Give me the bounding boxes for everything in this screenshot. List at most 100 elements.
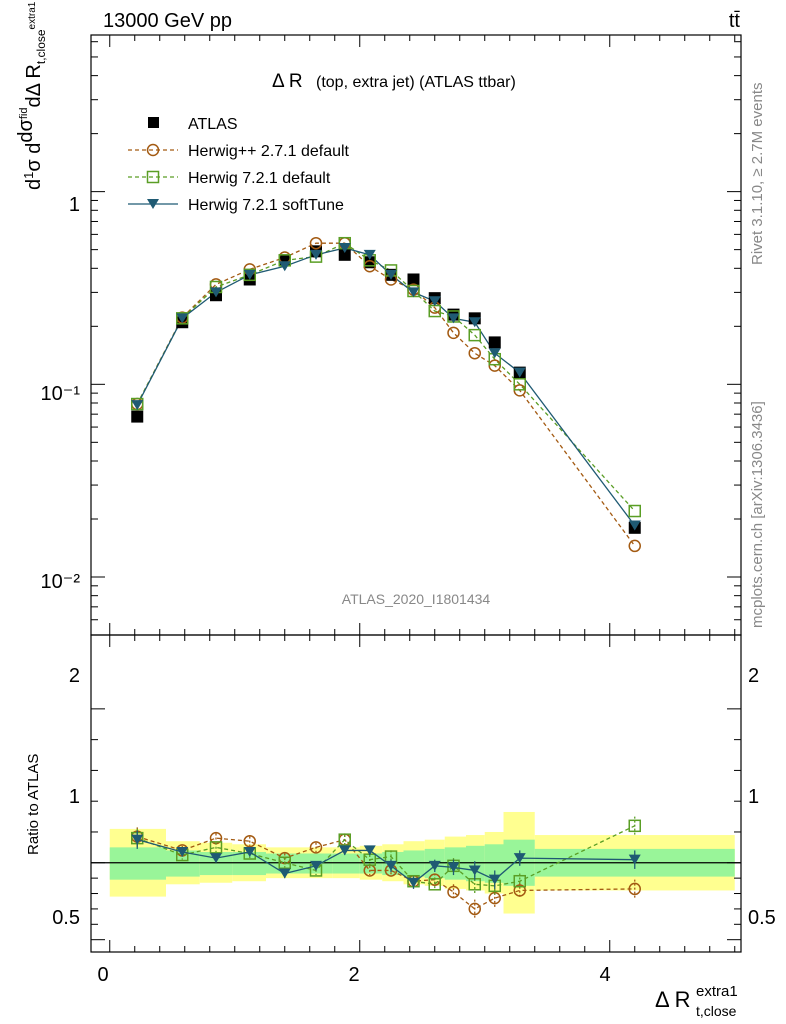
x-axis-label: Δ R extra1 t,close	[655, 983, 738, 1019]
ratio-point	[309, 841, 323, 854]
ratio-point	[488, 874, 501, 885]
ratio-point	[628, 882, 641, 896]
legend-marker	[146, 170, 160, 184]
data-point-mc	[338, 242, 351, 253]
ratio-line-2	[137, 825, 636, 887]
x-tick-label: 0	[97, 964, 108, 986]
data-point-mc	[363, 249, 376, 260]
ratio-point	[278, 856, 291, 869]
ratio-tick-label: 0.5	[52, 907, 80, 929]
data-point-mc	[278, 261, 291, 272]
ratio-point	[243, 834, 256, 848]
legend-marker	[146, 143, 160, 157]
uncertainty-band-inner	[403, 850, 425, 877]
data-point-mc	[243, 268, 256, 282]
y-tick-label: 10⁻²	[41, 571, 81, 593]
legend-marker	[148, 117, 159, 128]
data-point-mc	[243, 269, 256, 280]
process-label: tt̄	[729, 10, 741, 32]
ratio-point	[338, 845, 351, 856]
rivet-version-label: Rivet 3.1.10, ≥ 2.7M events	[749, 83, 766, 266]
svg-text:Δ R: Δ R	[272, 71, 303, 92]
ratio-point	[513, 874, 526, 888]
ratio-point	[428, 878, 441, 891]
ratio-point	[131, 834, 144, 845]
chart-title: Δ R (top, extra jet) (ATLAS ttbar)	[272, 71, 516, 92]
ratio-point	[468, 902, 481, 916]
legend-label: Herwig 7.2.1 softTune	[188, 197, 344, 214]
ratio-tick-label-right: 1	[748, 786, 759, 808]
data-point-mc	[628, 504, 641, 518]
legend-label: ATLAS	[188, 116, 238, 133]
legend: ATLAS Herwig++ 2.7.1 default Herwig 7.2.…	[128, 116, 350, 214]
svg-text:d1σ ddσfiddΔ Rt,closeextra1: d1σ ddσfiddΔ Rt,closeextra1	[15, 1, 48, 190]
ratio-point	[209, 841, 223, 854]
energy-label: 13000 GeV pp	[103, 10, 232, 32]
ratio-point	[278, 868, 291, 879]
svg-text:t,close: t,close	[696, 1003, 737, 1019]
ratio-tick-label: 1	[69, 786, 80, 808]
data-point-mc	[488, 348, 501, 359]
data-point-mc	[468, 346, 481, 360]
data-point-mc	[447, 313, 460, 324]
ratio-point	[513, 884, 526, 897]
data-point-mc	[428, 296, 441, 307]
ratio-point	[210, 853, 222, 864]
x-tick-label: 2	[348, 964, 359, 986]
data-point-mc	[385, 269, 397, 280]
mcplots-label: mcplots.cern.ch [arXiv:1306.3436]	[749, 401, 766, 628]
ratio-point	[338, 833, 351, 846]
data-point-mc	[176, 313, 189, 324]
data-point-mc	[513, 378, 526, 391]
legend-entry-herwigpp: Herwig++ 2.7.1 default	[128, 143, 350, 160]
ratio-point	[428, 860, 441, 871]
data-point-mc	[628, 539, 641, 553]
legend-label: Herwig 7.2.1 default	[188, 170, 331, 187]
data-point-mc	[176, 312, 189, 325]
ratio-tick-label-right: 0.5	[748, 907, 776, 929]
ratio-tick-label-right: 2	[748, 665, 759, 687]
y-tick-label: 10⁻¹	[41, 383, 81, 405]
data-point-atlas	[488, 336, 501, 349]
ratio-point	[513, 853, 526, 864]
ratio-point	[407, 877, 420, 888]
ratio-point	[310, 860, 322, 871]
ratio-line-1	[137, 835, 635, 910]
data-point-mc	[513, 367, 526, 378]
svg-text:extra1: extra1	[696, 983, 738, 1000]
svg-text:Δ R: Δ R	[655, 987, 690, 1012]
data-point-mc	[628, 520, 641, 531]
x-tick-label: 4	[599, 964, 610, 986]
ratio-point	[385, 860, 397, 871]
data-point-mc	[407, 287, 420, 298]
analysis-id: ATLAS_2020_I1801434	[342, 591, 491, 607]
data-point-mc	[488, 359, 501, 372]
series-line-3	[136, 247, 636, 526]
uncertainty-band-inner	[484, 844, 504, 883]
uncertainty-band-inner	[232, 851, 266, 876]
data-point-mc	[310, 249, 322, 260]
ratio-point	[447, 862, 460, 873]
uncertainty-band-inner	[199, 851, 233, 876]
ratio-point	[468, 865, 481, 876]
ratio-line-3	[137, 839, 635, 884]
ratio-tick-label: 2	[69, 665, 80, 687]
data-point-mc	[468, 328, 481, 342]
ratio-point	[363, 845, 376, 856]
legend-marker	[147, 199, 159, 209]
series-line-1	[136, 242, 636, 547]
ratio-point	[628, 819, 641, 833]
data-point-mc	[468, 317, 481, 328]
ratio-plot-frame	[90, 634, 742, 953]
legend-entry-softtune: Herwig 7.2.1 softTune	[128, 197, 344, 214]
y-tick-label: 1	[69, 194, 80, 216]
data-point-mc	[131, 400, 144, 411]
ratio-point	[243, 846, 256, 857]
uncertainty-band-inner	[109, 847, 166, 880]
series-line-2	[136, 242, 636, 512]
ratio-y-label: Ratio to ATLAS	[25, 754, 42, 855]
legend-label: Herwig++ 2.7.1 default	[188, 143, 350, 160]
data-point-atlas	[407, 273, 420, 286]
ratio-point	[628, 854, 641, 865]
